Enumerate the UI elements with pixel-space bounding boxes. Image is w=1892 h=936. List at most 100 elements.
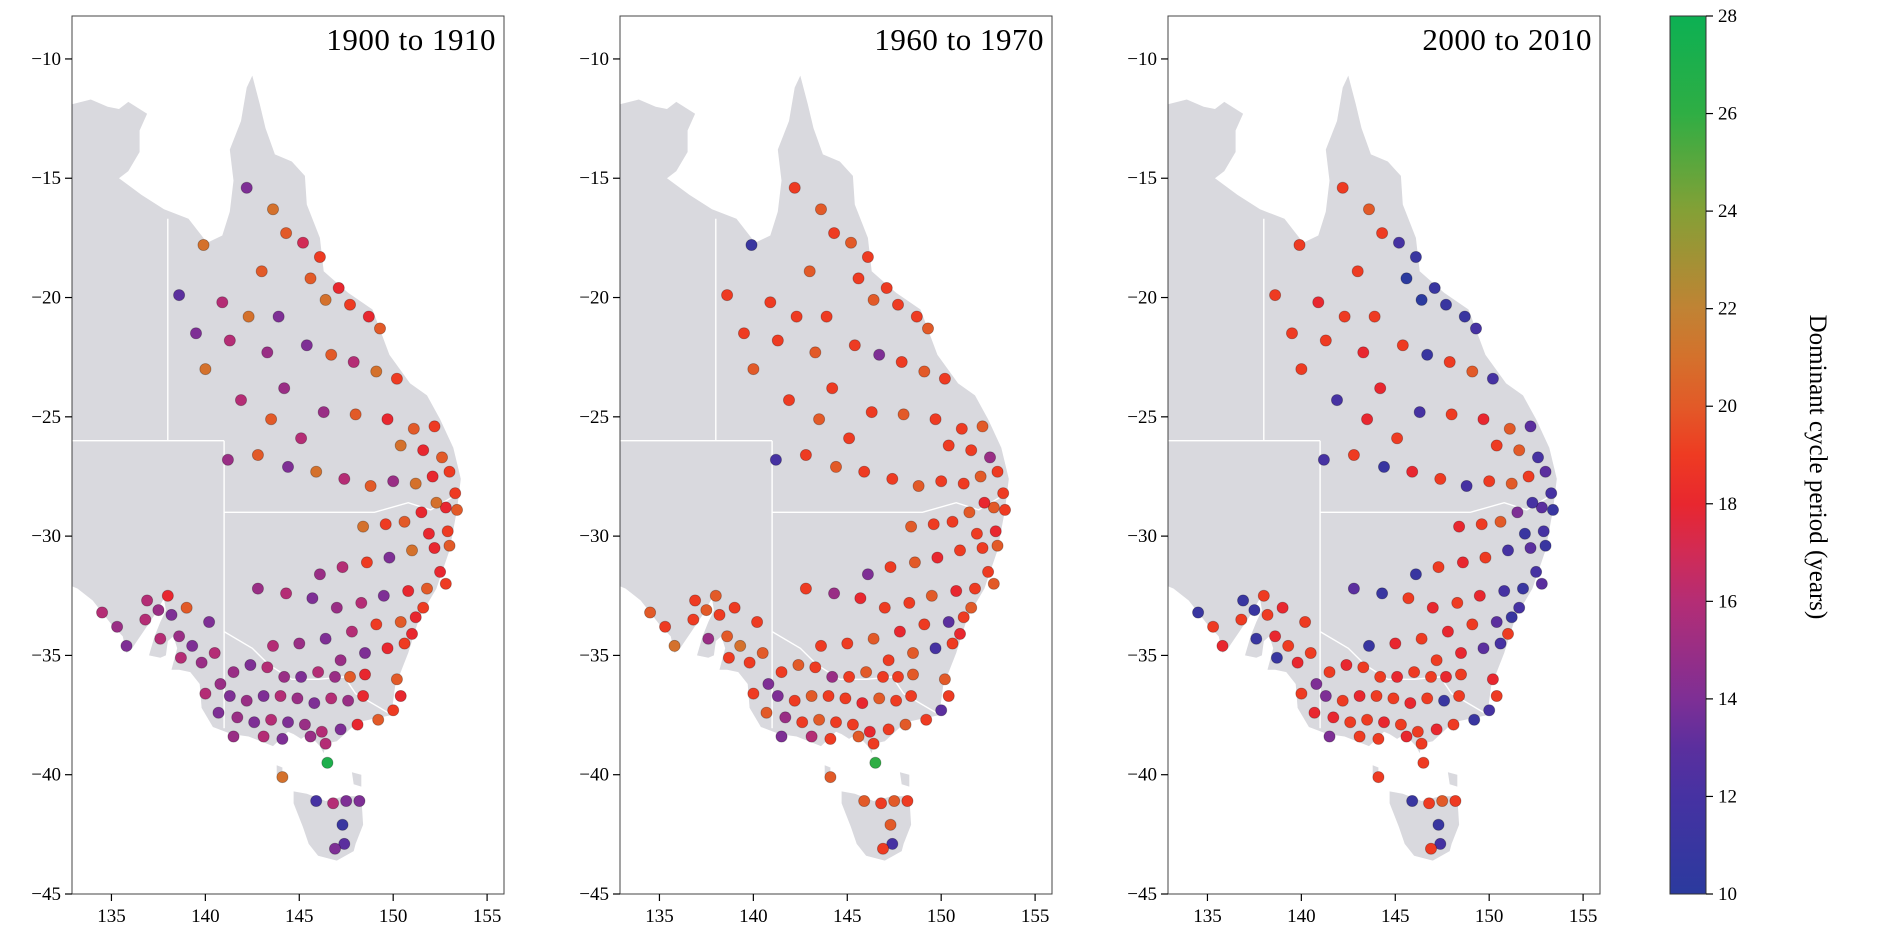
station-dot bbox=[946, 637, 959, 650]
station-dot bbox=[1505, 477, 1518, 490]
station-dot bbox=[912, 479, 925, 492]
map-layer bbox=[620, 75, 1009, 861]
station-dot bbox=[161, 589, 174, 602]
station-dot bbox=[803, 265, 816, 278]
map-panel-2000: 135 140 145 150 155 −10 −15 −20 −25 −30 −35 −40 −45 … bbox=[1112, 2, 1612, 931]
station-dot bbox=[863, 725, 876, 738]
station-dot bbox=[1466, 618, 1479, 631]
station-dot bbox=[1511, 506, 1524, 519]
station-dot bbox=[848, 339, 861, 352]
station-dot bbox=[790, 310, 803, 323]
station-dot bbox=[1522, 470, 1535, 483]
station-dot bbox=[886, 472, 899, 485]
station-dot bbox=[1477, 413, 1490, 426]
station-dot bbox=[1317, 453, 1330, 466]
station-dot bbox=[1486, 372, 1499, 385]
colorbar-tick-label: 26 bbox=[1718, 104, 1737, 125]
station-dot bbox=[1261, 608, 1274, 621]
station-dot bbox=[296, 236, 309, 249]
axes-frame bbox=[1167, 15, 1601, 895]
station-dot bbox=[927, 518, 940, 531]
station-dot bbox=[1447, 718, 1460, 731]
station-dot bbox=[272, 310, 285, 323]
station-dot bbox=[353, 795, 366, 808]
station-dot bbox=[394, 690, 407, 703]
station-dot bbox=[1293, 238, 1306, 251]
station-dot bbox=[824, 771, 837, 784]
station-dot bbox=[1250, 632, 1263, 645]
station-dot bbox=[970, 527, 983, 540]
station-dot bbox=[861, 250, 874, 263]
station-dot bbox=[743, 656, 756, 669]
station-dot bbox=[822, 690, 835, 703]
station-dot bbox=[1396, 339, 1409, 352]
station-dot bbox=[925, 589, 938, 602]
station-dot bbox=[1377, 716, 1390, 729]
station-dot bbox=[278, 382, 291, 395]
station-dot bbox=[1340, 659, 1353, 672]
station-dot bbox=[1376, 587, 1389, 600]
station-dot bbox=[976, 420, 989, 433]
station-dot bbox=[304, 730, 317, 743]
station-dot bbox=[762, 678, 775, 691]
station-dot bbox=[987, 577, 1000, 590]
station-dot bbox=[824, 732, 837, 745]
station-dot bbox=[737, 327, 750, 340]
station-dot bbox=[828, 227, 841, 240]
station-dot bbox=[1374, 670, 1387, 683]
station-dot bbox=[991, 465, 1004, 478]
y-tick-label: −25 bbox=[579, 407, 609, 428]
station-dot bbox=[394, 616, 407, 629]
station-dot bbox=[295, 670, 308, 683]
station-dot bbox=[805, 730, 818, 743]
colorbar-label: Dominant cycle period (years) bbox=[1804, 314, 1831, 619]
station-dot bbox=[942, 616, 955, 629]
station-dot bbox=[358, 668, 371, 681]
station-dot bbox=[965, 601, 978, 614]
station-dot bbox=[869, 756, 882, 769]
station-dot bbox=[1257, 589, 1270, 602]
station-dot bbox=[349, 408, 362, 421]
station-dot bbox=[775, 730, 788, 743]
station-dot bbox=[713, 608, 726, 621]
station-dot bbox=[751, 616, 764, 629]
station-dot bbox=[1535, 501, 1548, 514]
station-dot bbox=[1453, 520, 1466, 533]
landmass bbox=[1447, 772, 1458, 787]
station-dot bbox=[310, 465, 323, 478]
station-dot bbox=[402, 585, 415, 598]
station-dot bbox=[942, 690, 955, 703]
station-dot bbox=[867, 293, 880, 306]
station-dot bbox=[1404, 697, 1417, 710]
station-dot bbox=[884, 561, 897, 574]
station-dot bbox=[814, 203, 827, 216]
station-dot bbox=[1389, 637, 1402, 650]
station-dot bbox=[1530, 565, 1543, 578]
station-dot bbox=[435, 451, 448, 464]
station-dot bbox=[895, 355, 908, 368]
station-dot bbox=[1409, 568, 1422, 581]
station-dot bbox=[1434, 472, 1447, 485]
station-dot bbox=[1505, 611, 1518, 624]
station-dot bbox=[1295, 363, 1308, 376]
y-tick-label: −15 bbox=[31, 168, 61, 189]
station-dot bbox=[1421, 692, 1434, 705]
station-dot bbox=[360, 556, 373, 569]
station-dot bbox=[1282, 639, 1295, 652]
y-tick-label: −45 bbox=[579, 884, 609, 905]
station-dot bbox=[1445, 408, 1458, 421]
station-dot bbox=[1438, 694, 1451, 707]
station-dot bbox=[982, 565, 995, 578]
colorbar-tick-label: 16 bbox=[1718, 591, 1737, 612]
station-dot bbox=[880, 281, 893, 294]
map-canvas-2000: 135 140 145 150 155 −10 −15 −20 −25 −30 −35 −40 −45 bbox=[1127, 15, 1601, 927]
station-dot bbox=[1531, 451, 1544, 464]
landmass bbox=[1168, 75, 1557, 754]
station-dot bbox=[300, 339, 313, 352]
station-dot bbox=[370, 618, 383, 631]
station-dot bbox=[274, 690, 287, 703]
station-dot bbox=[1501, 544, 1514, 557]
station-dot bbox=[843, 432, 856, 445]
station-dot bbox=[888, 795, 901, 808]
x-tick-label: 155 bbox=[1569, 906, 1598, 927]
